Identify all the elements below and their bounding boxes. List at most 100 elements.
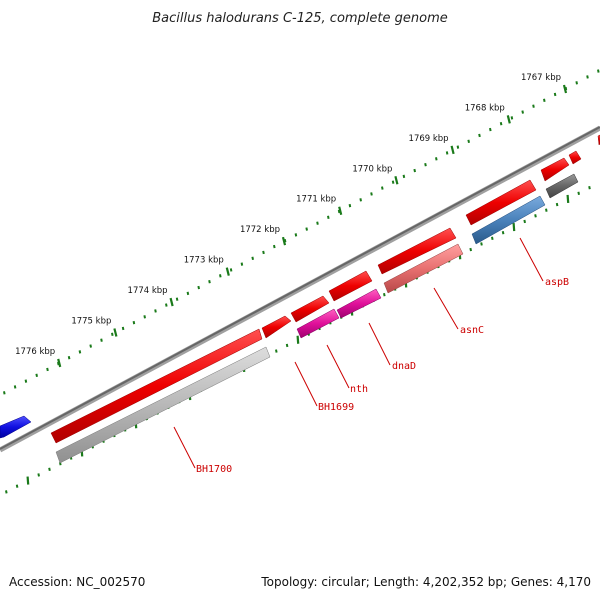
kbp-label: 1769 kbp (409, 134, 449, 144)
scale-minor-tick (467, 139, 470, 143)
scale-major-tick (562, 84, 568, 94)
kbp-label: 1768 kbp (465, 103, 505, 113)
inner-scale (5, 185, 591, 494)
scale-minor-tick (240, 262, 244, 266)
gene-label-nth[interactable]: nth (350, 384, 368, 395)
scale-minor-tick (327, 215, 330, 220)
scale-minor-tick (445, 151, 449, 155)
gene-label-dnaD[interactable]: dnaD (392, 361, 416, 372)
scale-minor-tick (294, 233, 298, 237)
inner-major-tick (566, 194, 570, 203)
gene-arrow-small-forward-1[interactable] (540, 157, 570, 182)
scale-minor-tick (24, 379, 28, 383)
scale-minor-tick (100, 338, 103, 342)
gene-bar-asnC[interactable] (383, 243, 464, 294)
inner-minor-tick (501, 231, 505, 235)
gene-arrow-small-forward-2[interactable] (568, 150, 582, 165)
inner-minor-tick (545, 208, 548, 212)
gene-label-BH1699[interactable]: BH1699 (318, 402, 354, 413)
scale-minor-tick (154, 309, 157, 313)
scale-minor-tick (111, 332, 114, 337)
scale-major-tick (450, 145, 455, 155)
scale-minor-tick (391, 180, 395, 184)
gene-arrow-nth-forward[interactable] (290, 295, 330, 323)
inner-minor-tick (523, 219, 526, 224)
scale-minor-tick (67, 356, 71, 360)
scale-minor-tick (316, 221, 319, 225)
scale-minor-tick (132, 320, 136, 325)
scale-minor-tick (543, 98, 546, 103)
kbp-label: 1774 kbp (128, 286, 168, 296)
scale-minor-tick (89, 344, 92, 348)
gene-bar-dnaD[interactable] (336, 288, 382, 319)
scale-minor-tick (165, 303, 168, 307)
inner-minor-tick (588, 185, 591, 190)
kbp-label: 1767 kbp (521, 73, 561, 83)
gene-arrow-BH1699-forward[interactable] (261, 315, 292, 339)
inner-major-tick (512, 222, 516, 232)
forward-strand-genes (0, 134, 600, 444)
scale-minor-tick (575, 81, 578, 85)
leader-aspB (519, 237, 544, 282)
scale-minor-tick (456, 145, 460, 149)
scale-minor-tick (489, 127, 492, 132)
map-title: Bacillus halodurans C-125, complete geno… (152, 11, 448, 26)
scale-minor-tick (197, 285, 200, 290)
scale-minor-tick (229, 268, 233, 272)
gene-label-BH1700[interactable]: BH1700 (196, 464, 232, 475)
gene-bar-nth[interactable] (296, 308, 340, 339)
kbp-label: 1770 kbp (352, 164, 392, 174)
scale-minor-tick (35, 373, 38, 377)
inner-major-tick (296, 335, 300, 344)
scale-major-tick (113, 328, 118, 337)
scale-minor-tick (597, 69, 600, 73)
gene-bar-aspB[interactable] (471, 195, 546, 245)
inner-minor-tick (491, 236, 494, 241)
inner-major-tick (26, 476, 30, 485)
gene-arrow-blue-left[interactable] (0, 415, 32, 439)
scale-major-tick (57, 358, 62, 368)
scale-minor-tick (586, 75, 589, 79)
inner-minor-tick (383, 292, 386, 297)
scale-major-tick (394, 176, 399, 185)
gene-arrow-BH1700-forward[interactable] (50, 328, 263, 444)
gene-arrow-aspB-forward[interactable] (465, 179, 537, 226)
scale-minor-tick (78, 350, 82, 354)
kbp-label: 1775 kbp (71, 316, 111, 326)
scale-minor-tick (305, 227, 308, 231)
gene-label-asnC[interactable]: asnC (460, 325, 484, 336)
scale-minor-tick (424, 162, 427, 167)
scale-minor-tick (370, 192, 373, 196)
leader-asnC (433, 287, 459, 330)
scale-minor-tick (402, 174, 406, 179)
inner-minor-tick (5, 490, 8, 494)
scale-minor-tick (381, 186, 384, 190)
scale-minor-tick (348, 203, 352, 208)
inner-minor-tick (577, 191, 580, 195)
scale-minor-tick (273, 244, 276, 249)
scale-minor-tick (251, 256, 254, 260)
inner-minor-tick (15, 484, 19, 488)
gene-arrow-asnC-forward[interactable] (377, 227, 457, 275)
inner-minor-tick (534, 214, 537, 218)
topology-text: Topology: circular; Length: 4,202,352 bp… (260, 575, 591, 589)
genome-backbone-core (0, 126, 600, 450)
scale-minor-tick (283, 239, 287, 243)
gene-arrow-dnaD-forward[interactable] (328, 270, 373, 302)
scale-minor-tick (208, 279, 211, 284)
gene-bar-dark-gray[interactable] (545, 173, 579, 199)
inner-minor-tick (480, 242, 483, 246)
reverse-strand-genes (55, 173, 579, 464)
gene-bar-BH1700[interactable] (55, 346, 271, 464)
gene-label-aspB[interactable]: aspB (545, 277, 569, 288)
inner-minor-tick (555, 202, 559, 207)
inner-minor-tick (275, 349, 278, 353)
scale-major-tick (281, 236, 287, 246)
scale-minor-tick (175, 297, 179, 301)
gene-labels: BH1700 BH1699 nth dnaD asnC aspB (196, 277, 569, 475)
kbp-scale: 1767 kbp 1768 kbp 1769 kbp 1770 kbp 1771 kbp… (3, 69, 600, 395)
leader-BH1700 (173, 426, 196, 469)
scale-minor-tick (3, 391, 6, 395)
inner-minor-tick (285, 343, 289, 348)
